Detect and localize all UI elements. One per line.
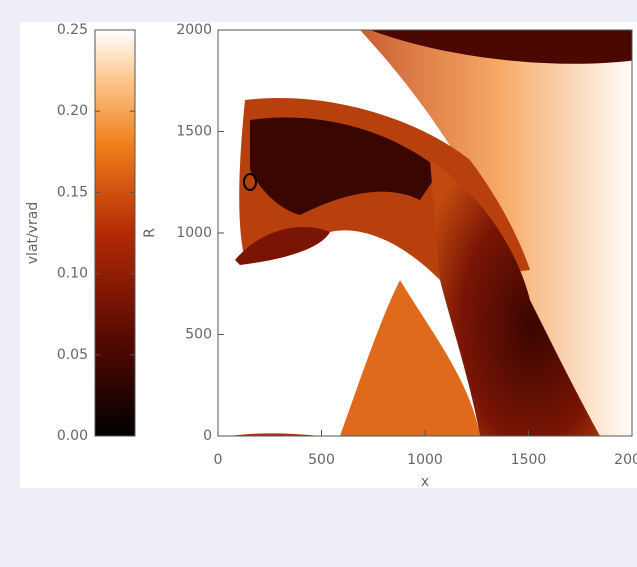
page: x R vlat/vrad 0 500 1000 1500 2000 0 500 1000 15…	[0, 0, 637, 567]
colorbar-tick-label: 0.05	[57, 347, 88, 363]
y-axis-label: R	[142, 228, 158, 238]
colorbar-tick-label: 0.00	[57, 428, 88, 444]
x-tick-label: 1000	[407, 452, 443, 468]
x-tick-label: 2000	[614, 452, 637, 468]
y-tick-label: 2000	[176, 22, 212, 38]
colorbar-label: vlat/vrad	[25, 202, 41, 264]
x-tick-label: 500	[308, 452, 335, 468]
y-tick-label: 500	[185, 327, 212, 343]
colorbar-tick-label: 0.10	[57, 266, 88, 282]
colorbar	[95, 30, 135, 436]
x-tick-label: 0	[214, 452, 223, 468]
x-tick-label: 1500	[511, 452, 547, 468]
chart: x R vlat/vrad 0 500 1000 1500 2000 0 500 1000 15…	[0, 0, 637, 567]
colorbar-tick-label: 0.15	[57, 184, 88, 200]
colorbar-tick-label: 0.20	[57, 103, 88, 119]
y-tick-label: 1500	[176, 124, 212, 140]
colorbar-tick-label: 0.25	[57, 22, 88, 38]
x-axis-label: x	[421, 474, 429, 490]
y-tick-label: 0	[203, 428, 212, 444]
y-tick-label: 1000	[176, 225, 212, 241]
